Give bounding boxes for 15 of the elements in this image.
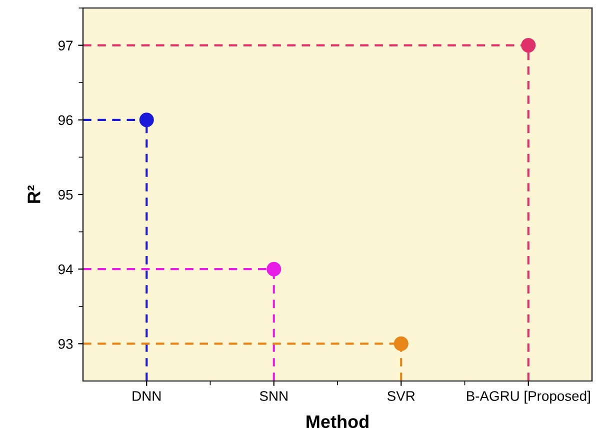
y-tick-label: 93 [58, 339, 73, 349]
point [266, 262, 282, 276]
point [139, 112, 154, 128]
x-tick-label: B-AGRU [Proposed] [466, 390, 590, 404]
y-tick-label: 94 [58, 264, 73, 274]
y-tick-label: 97 [58, 40, 73, 50]
y-axis-title: R² [28, 185, 40, 203]
y-tick-label: 96 [58, 115, 73, 126]
x-tick-label: SVR [387, 391, 415, 401]
point [394, 336, 408, 351]
point [521, 38, 536, 53]
y-tick-label: 95 [58, 190, 73, 200]
x-axis-title: Method [306, 414, 368, 428]
x-tick-label: DNN [132, 391, 161, 401]
x-tick-label: SNN [260, 391, 288, 401]
